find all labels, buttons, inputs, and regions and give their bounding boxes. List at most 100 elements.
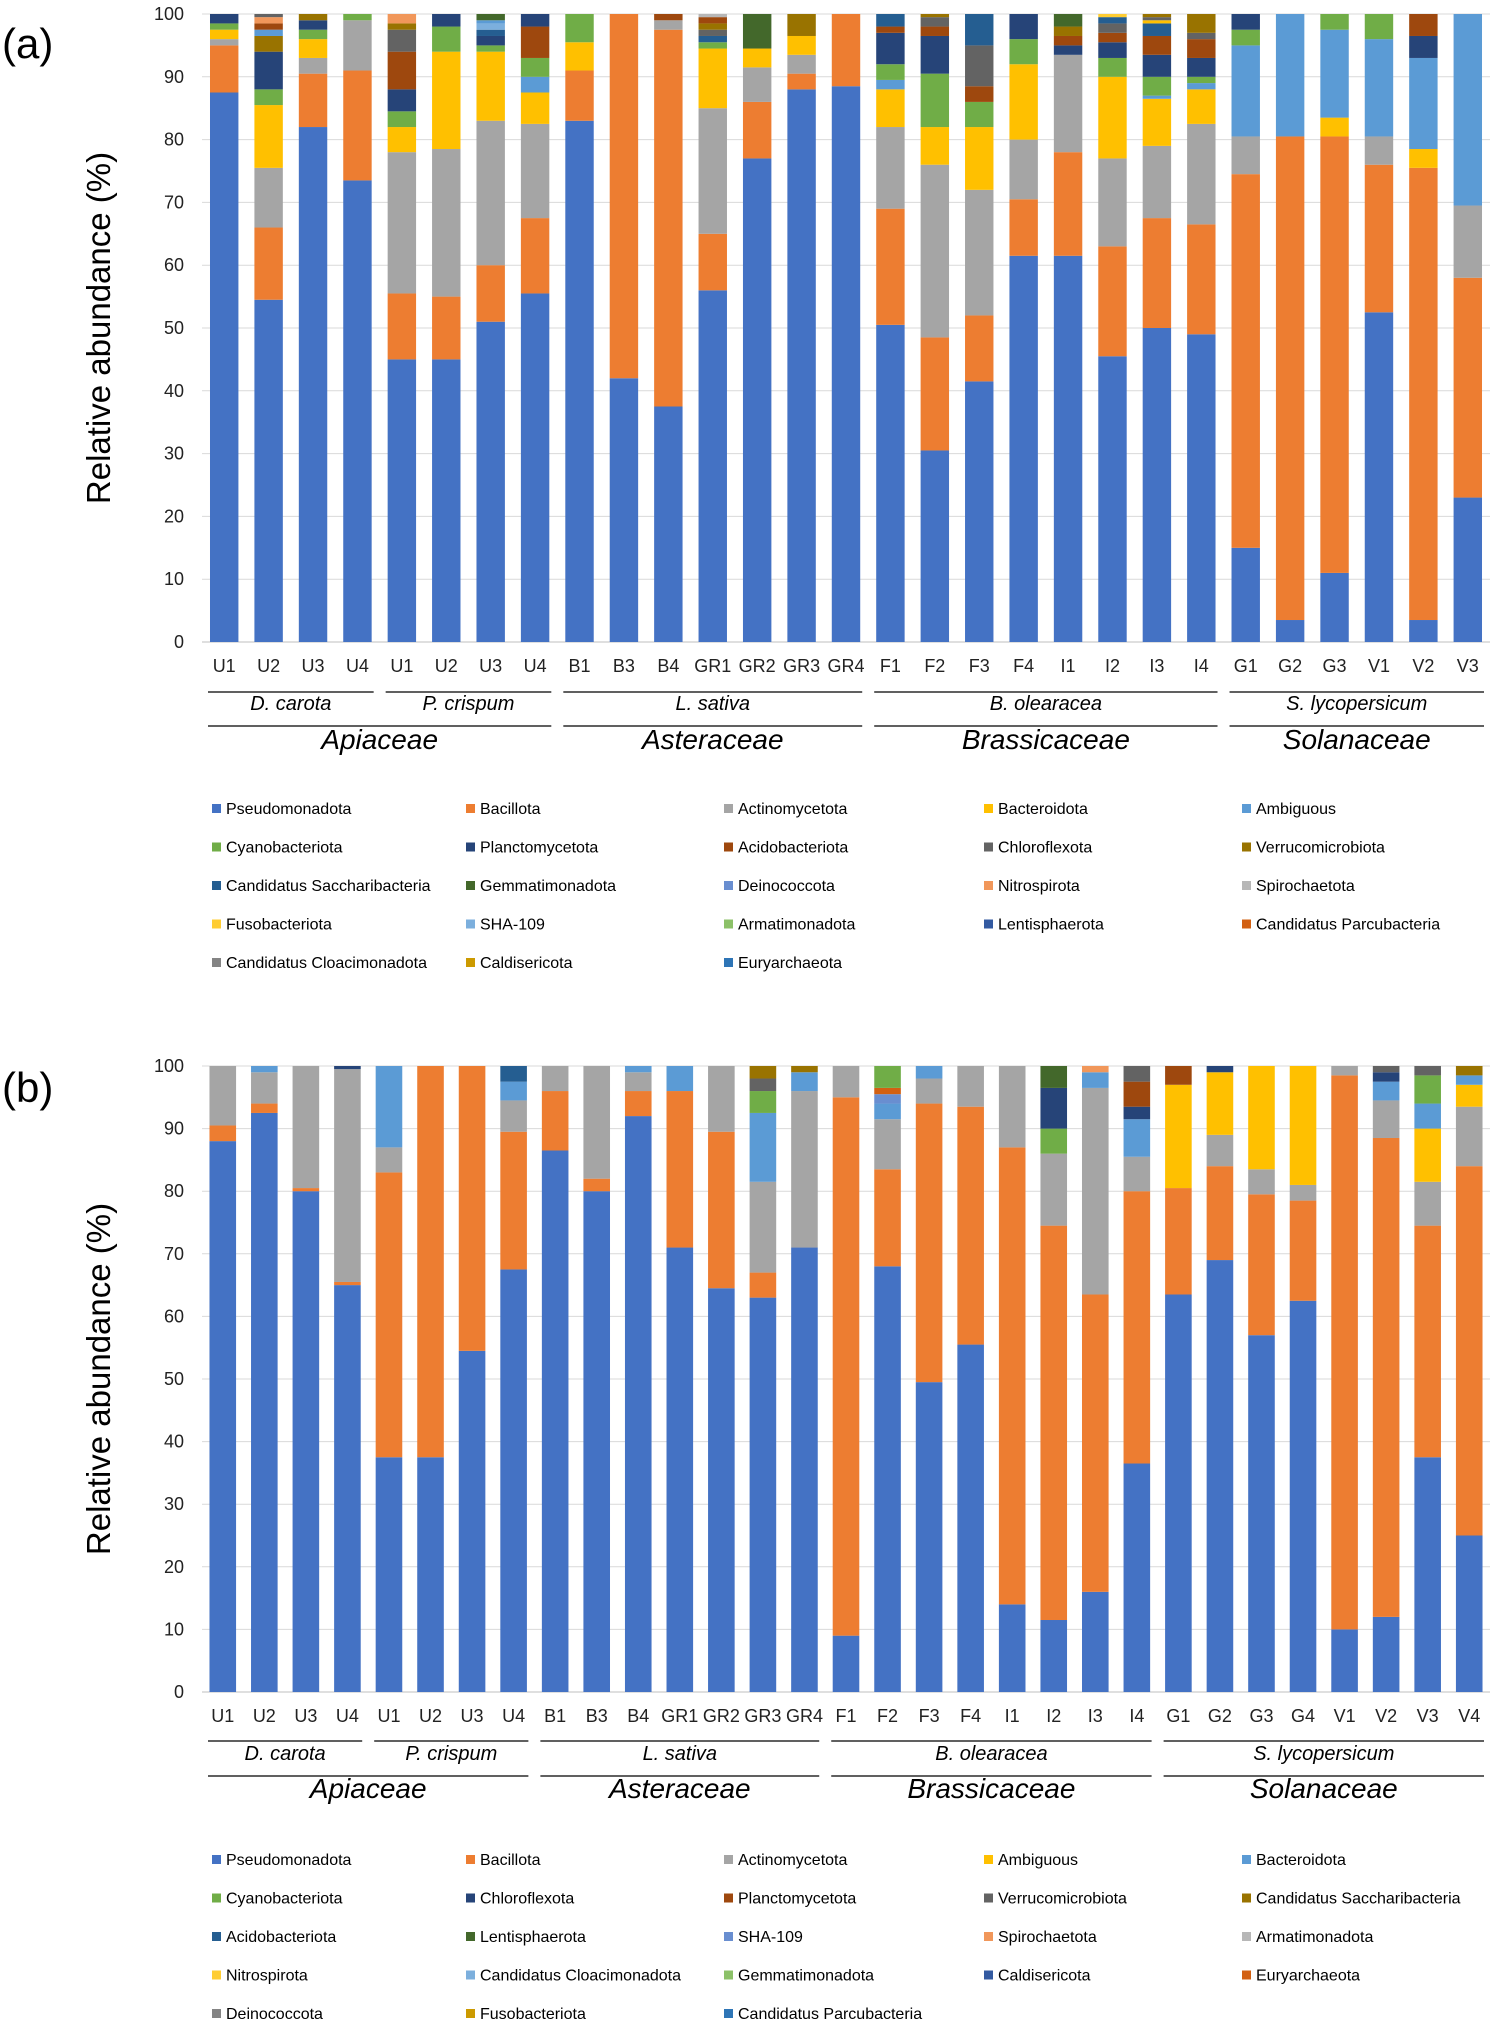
bar-segment-cyanobacteriota: [1320, 14, 1349, 30]
bar-segment-candidatus-saccharibacteria: [876, 14, 905, 27]
bar-segment-planctomycetota: [254, 51, 283, 90]
bar-segment-bacteroidota: [915, 1066, 943, 1079]
panel-label: (b): [2, 1064, 53, 1111]
bar-v3: [1453, 14, 1483, 642]
bar-segment-cyanobacteriota: [1231, 29, 1260, 46]
x-tick-label: U3: [461, 1706, 484, 1726]
legend-item: Bacillota: [466, 1852, 541, 1869]
x-tick-label: F3: [919, 1706, 940, 1726]
legend-item: Caldisericota: [466, 955, 573, 972]
bar-segment-candidatus-saccharibacteria: [698, 35, 727, 43]
bar-segment-acidobacteriota: [654, 14, 683, 21]
bar-segment-bacillota: [915, 1103, 943, 1383]
bar-segment-pseudomonadota: [874, 1266, 901, 1692]
bar-segment-actinomycetota: [832, 1066, 860, 1098]
bar-segment-pseudomonadota: [1165, 1294, 1192, 1692]
x-tick-label: U2: [253, 1706, 276, 1726]
bar-segment-acidobacteriota: [698, 17, 727, 24]
y-tick-label: 70: [164, 192, 184, 212]
legend-label: Deinococcota: [226, 2006, 323, 2023]
bar-segment-actinomycetota: [520, 123, 550, 219]
bar-segment-cyanobacteriota: [476, 45, 505, 52]
legend-item: Fusobacteriota: [212, 917, 332, 934]
bar-segment-nitrospirota: [254, 17, 283, 24]
bar-segment-actinomycetota: [387, 152, 417, 294]
x-tick-label: V2: [1412, 656, 1434, 676]
x-tick-label: F1: [835, 1706, 856, 1726]
bar-segment-bacillota: [254, 227, 283, 300]
x-tick-label: U3: [302, 656, 325, 676]
x-tick-label: V1: [1334, 1706, 1356, 1726]
bar-gr1: [698, 14, 727, 642]
bar-segment-cyanobacteriota: [1009, 39, 1038, 65]
bar-segment-pseudomonadota: [334, 1285, 361, 1692]
bar-i2: [1040, 1066, 1068, 1692]
legend-swatch: [212, 804, 221, 813]
bar-segment-verrucomicrobiota: [387, 23, 417, 30]
legend-label: SHA-109: [480, 917, 545, 934]
bar-segment-ambiguous: [476, 20, 505, 24]
x-tick-label: V2: [1375, 1706, 1397, 1726]
family-group-label: Brassicaceae: [907, 1773, 1075, 1804]
bar-segment-bacillota: [1455, 1166, 1483, 1536]
legend-label: Chloroflexota: [998, 840, 1092, 857]
bar-segment-planctomycetota: [1165, 1066, 1192, 1085]
bar-u4: [500, 1066, 527, 1692]
bar-segment-verrucomicrobiota: [1414, 1066, 1441, 1076]
x-tick-label: B3: [613, 656, 635, 676]
family-group-label: Solanaceae: [1250, 1773, 1398, 1804]
x-tick-label: U4: [524, 656, 547, 676]
legend-label: Spirochaetota: [998, 1929, 1097, 1946]
x-tick-label: G2: [1208, 1706, 1232, 1726]
x-tick-label: F1: [880, 656, 901, 676]
bar-segment-actinomycetota: [334, 1069, 361, 1282]
bars: [209, 1066, 1483, 1692]
bar-segment-pseudomonadota: [1009, 255, 1038, 642]
bar-u1: [375, 1066, 403, 1692]
bar-segment-pseudomonadota: [1040, 1620, 1068, 1692]
bar-segment-bacillota: [965, 315, 994, 382]
y-tick-label: 30: [164, 444, 184, 464]
bar-segment-actinomycetota: [654, 20, 683, 30]
bar-segment-pseudomonadota: [432, 359, 461, 642]
bar-segment-candidatus-saccharibacteria: [476, 29, 505, 36]
bar-segment-bacteroidota: [1455, 1075, 1483, 1085]
species-group-label: P. crispum: [405, 1743, 497, 1765]
bar-segment-cyanobacteriota: [209, 23, 239, 30]
x-tick-label: U1: [213, 656, 236, 676]
x-tick-label: I4: [1194, 656, 1209, 676]
bar-segment-bacillota: [1414, 1225, 1441, 1458]
bar-segment-actinomycetota: [583, 1066, 611, 1179]
bar-segment-actinomycetota: [1414, 1181, 1441, 1226]
legend-swatch: [724, 1970, 733, 1980]
bar-i1: [1053, 14, 1083, 642]
legend-swatch: [1242, 804, 1251, 813]
bar-segment-acidobacteriota: [1053, 35, 1083, 46]
bar-segment-pseudomonadota: [666, 1247, 694, 1692]
bar-segment-pseudomonadota: [1372, 1616, 1400, 1692]
legend-label: Verrucomicrobiota: [1256, 840, 1385, 857]
x-tick-label: U2: [257, 656, 280, 676]
bar-segment-bacillota: [209, 1125, 237, 1142]
family-group-label: Asteraceae: [640, 724, 784, 755]
bar-segment-planctomycetota: [1231, 14, 1260, 30]
bar-segment-bacillota: [666, 1091, 694, 1248]
x-tick-label: V4: [1458, 1706, 1480, 1726]
bar-segment-bacillota: [417, 1066, 444, 1458]
bar-segment-bacillota: [565, 70, 594, 121]
bar-segment-bacteroidota: [251, 1066, 278, 1073]
bars: [209, 14, 1483, 643]
bar-segment-pseudomonadota: [1275, 620, 1305, 642]
bar-segment-ambiguous: [1455, 1084, 1483, 1107]
y-tick-label: 50: [164, 1369, 184, 1389]
bar-segment-actinomycetota: [791, 1091, 818, 1248]
bar-segment-sha-109: [476, 23, 505, 30]
bar-u2: [417, 1066, 444, 1692]
bar-segment-bacillota: [476, 265, 505, 322]
bar-segment-bacillota: [831, 14, 861, 87]
bar-segment-candidatus-saccharibacteria: [1098, 17, 1127, 24]
legend-label: Cyanobacteriota: [226, 1891, 343, 1908]
x-tick-label: F4: [1013, 656, 1034, 676]
legend-swatch: [1242, 1855, 1251, 1864]
bar-segment-actinomycetota: [874, 1119, 901, 1170]
